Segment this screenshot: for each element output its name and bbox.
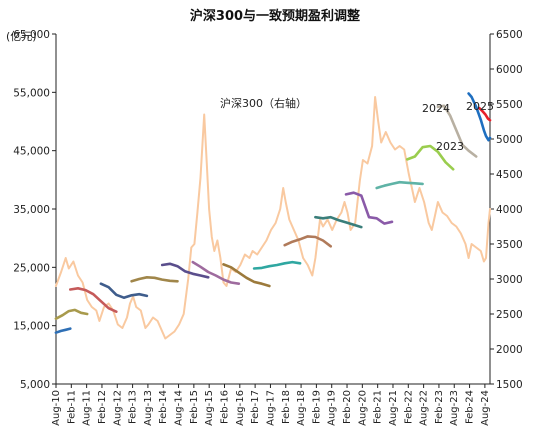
csi300-line — [54, 96, 491, 340]
right-tick-label: 2000 — [496, 344, 523, 356]
x-tick-label: Aug-17 — [265, 390, 276, 426]
eps-line-2025-red — [477, 106, 492, 122]
eps-line-2017 — [222, 263, 271, 288]
left-tick-label: 15,000 — [13, 321, 50, 333]
eps-line-2025 — [467, 92, 492, 142]
x-tick-label: Feb-16 — [219, 390, 230, 424]
x-tick-label: Aug-10 — [51, 390, 62, 426]
x-tick-label: Aug-20 — [357, 390, 368, 426]
eps-line-2011 — [54, 308, 89, 321]
eps-line-2015 — [160, 262, 210, 279]
x-tick-label: Feb-12 — [97, 390, 108, 424]
eps-line-2022 — [375, 180, 424, 190]
x-tick-label: Feb-18 — [281, 390, 292, 424]
eps-line-2013 — [99, 282, 149, 300]
x-tick-label: Aug-23 — [449, 390, 460, 426]
annotation-2024: 2024 — [422, 102, 450, 115]
x-tick-label: Feb-23 — [434, 390, 445, 424]
x-tick-label: Feb-24 — [465, 390, 476, 424]
right-tick-label: 4000 — [496, 204, 523, 216]
right-tick-label: 6500 — [496, 29, 523, 41]
x-tick-label: Aug-15 — [204, 390, 215, 426]
x-tick-label: Feb-15 — [189, 390, 200, 424]
x-tick-label: Feb-22 — [403, 390, 414, 424]
x-tick-label: Aug-18 — [296, 390, 307, 426]
right-tick-label: 3500 — [496, 239, 523, 251]
x-tick-label: Aug-13 — [143, 390, 154, 426]
axes-group: 5,000 15,000 25,000 35,000 45,000 55,000 65,00… — [13, 29, 522, 426]
left-tick-label: 45,000 — [13, 146, 50, 158]
x-tick-label: Feb-21 — [373, 390, 384, 424]
x-tick-label: Aug-14 — [174, 390, 185, 426]
x-tick-label: Aug-19 — [327, 390, 338, 426]
chart-title: 沪深300与一致预期盈利调整 — [190, 8, 361, 24]
eps-line-2024 — [436, 104, 478, 158]
x-tick-label: Aug-21 — [388, 390, 399, 426]
left-tick-label: 25,000 — [13, 262, 50, 274]
left-tick-label: 65,000 — [13, 29, 50, 41]
annotation-2025: 2025 — [466, 100, 494, 113]
annotations-group: 沪深300（右轴） 2024 2025 2023 — [220, 96, 494, 153]
right-tick-label: 4500 — [496, 169, 523, 181]
right-tick-label: 2500 — [496, 309, 523, 321]
left-tick-label: 55,000 — [13, 87, 50, 99]
x-tick-label: Aug-22 — [419, 390, 430, 426]
annotation-2023: 2023 — [436, 140, 464, 153]
x-tick-label: Aug-12 — [112, 390, 123, 426]
left-axis-unit: (亿元) — [6, 30, 37, 43]
eps-line-2019 — [283, 235, 333, 248]
x-tick-label: Aug-11 — [82, 390, 93, 426]
x-tick-label: Feb-13 — [128, 390, 139, 424]
x-tick-label: Feb-17 — [250, 390, 261, 424]
eps-line-2016 — [191, 260, 241, 286]
annotation-csi300: 沪深300（右轴） — [220, 96, 307, 110]
right-tick-label: 6000 — [496, 64, 523, 76]
eps-line-2018 — [252, 260, 302, 270]
eps-line-2021 — [344, 191, 394, 225]
left-tick-label: 5,000 — [20, 379, 50, 391]
right-tick-label: 3000 — [496, 274, 523, 286]
x-tick-label: Aug-16 — [235, 390, 246, 426]
eps-line-2014 — [130, 275, 179, 283]
eps-line-2012 — [69, 286, 118, 314]
eps-line-2023 — [405, 144, 455, 171]
x-tick-label: Feb-20 — [342, 390, 353, 424]
right-tick-label: 5500 — [496, 99, 523, 111]
x-tick-label: Aug-24 — [480, 390, 491, 426]
eps-line-2010 — [54, 327, 72, 335]
right-tick-label: 5000 — [496, 134, 523, 146]
x-tick-label: Feb-11 — [66, 390, 77, 424]
left-tick-label: 35,000 — [13, 204, 50, 216]
series-group — [54, 92, 492, 340]
x-tick-label: Feb-14 — [158, 390, 169, 424]
x-tick-label: Feb-19 — [311, 390, 322, 424]
eps-line-2020 — [314, 215, 363, 229]
right-tick-label: 1500 — [496, 379, 523, 391]
